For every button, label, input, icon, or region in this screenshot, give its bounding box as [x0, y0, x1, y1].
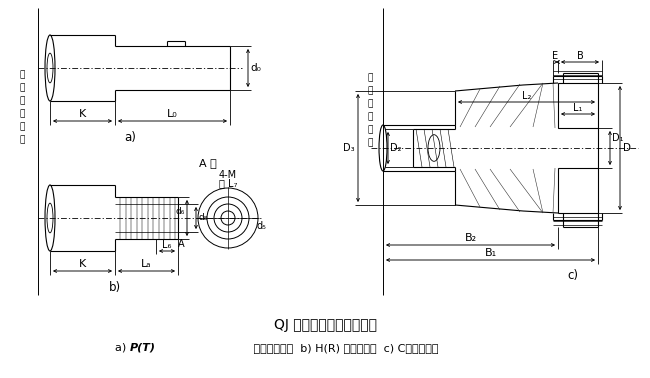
Text: B₁: B₁: [484, 248, 497, 258]
Text: 减: 减: [20, 71, 25, 79]
Text: 中: 中: [367, 113, 372, 121]
Text: 中: 中: [20, 110, 25, 118]
Text: D: D: [623, 143, 631, 153]
Text: 器: 器: [367, 99, 372, 108]
Text: A: A: [177, 239, 185, 249]
Text: d₅: d₅: [256, 221, 266, 231]
Text: D₃: D₃: [343, 143, 355, 153]
Text: 型圆柱形轴端  b) H(R) 型花键轴端  c) C型齿轮轴端: 型圆柱形轴端 b) H(R) 型花键轴端 c) C型齿轮轴端: [250, 343, 439, 353]
Text: 心: 心: [20, 122, 25, 132]
Text: E: E: [552, 51, 558, 61]
Text: 减: 减: [367, 73, 372, 82]
Text: a): a): [124, 130, 136, 144]
Text: L₆: L₆: [162, 240, 172, 250]
Text: D₁: D₁: [612, 133, 624, 143]
Text: a): a): [115, 343, 130, 353]
Text: L₁: L₁: [573, 103, 582, 113]
Text: L₀: L₀: [167, 109, 178, 119]
Text: 速: 速: [367, 87, 372, 96]
Text: Lₐ: Lₐ: [141, 259, 152, 269]
Text: c): c): [567, 270, 578, 282]
Text: d₆: d₆: [176, 208, 185, 217]
Text: QJ 型减速器输出轴端型式: QJ 型减速器输出轴端型式: [274, 318, 376, 332]
Text: B: B: [577, 51, 584, 61]
Text: P(T): P(T): [130, 343, 156, 353]
Text: K: K: [79, 109, 86, 119]
Text: 器: 器: [20, 96, 25, 105]
Text: 速: 速: [20, 84, 25, 93]
Text: L₂: L₂: [522, 91, 531, 101]
Text: 线: 线: [367, 138, 372, 147]
Text: A 向: A 向: [199, 158, 217, 168]
Text: d₈: d₈: [198, 214, 208, 223]
Text: 深 L₇: 深 L₇: [219, 178, 237, 188]
Text: K: K: [79, 259, 86, 269]
Text: 4-M: 4-M: [219, 170, 237, 180]
Text: D₂: D₂: [390, 143, 402, 153]
Text: 线: 线: [20, 135, 25, 144]
Text: b): b): [109, 280, 121, 293]
Text: 心: 心: [367, 125, 372, 135]
Text: d₀: d₀: [250, 63, 261, 73]
Text: B₂: B₂: [465, 233, 476, 243]
